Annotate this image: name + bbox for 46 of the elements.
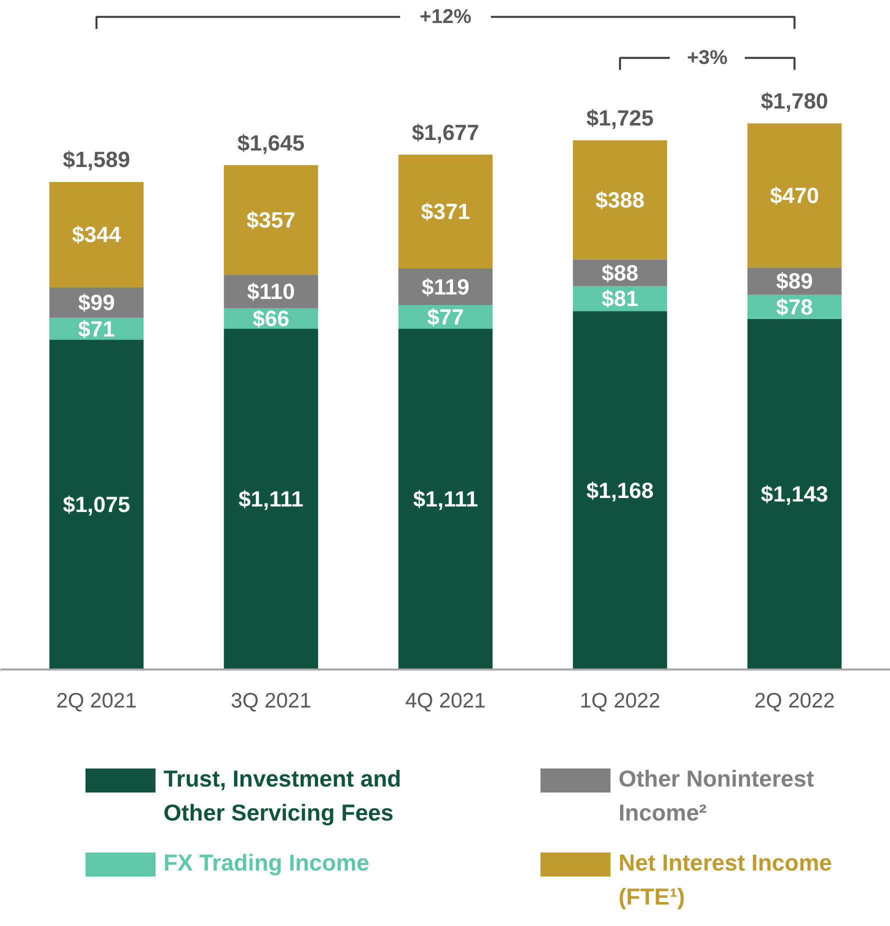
x-tick-label: 3Q 2021 (230, 690, 312, 712)
bar (49, 182, 144, 288)
x-tick-label: 2Q 2022 (754, 690, 835, 712)
text: +3% (686, 46, 728, 69)
legend-label: FX Trading Income (164, 850, 370, 876)
total-label: $1,645 (237, 130, 305, 156)
data-label: $1,111 (238, 486, 304, 512)
bar (747, 318, 842, 670)
bar (572, 140, 668, 260)
data-label: $89 (776, 268, 813, 294)
data-label: $99 (78, 290, 115, 316)
data-label: $1,168 (586, 478, 654, 503)
data-label: $88 (602, 260, 638, 286)
data-label: $371 (421, 199, 470, 224)
legend-label: Other Noninterest Income² (618, 766, 814, 826)
data-label: $388 (596, 187, 644, 212)
bar (224, 328, 318, 670)
bar (398, 154, 493, 268)
total-label: $1,780 (760, 88, 828, 114)
legend-label: Trust, Investment and Other Servicing Fees (164, 766, 402, 826)
data-label: $119 (422, 274, 470, 300)
x-tick-label: 4Q 2021 (405, 690, 486, 712)
data-label: $110 (247, 279, 295, 304)
bar (572, 311, 668, 670)
data-label: $1,111 (413, 486, 478, 512)
bar (747, 123, 842, 268)
bar (224, 165, 318, 275)
total-label: $1,677 (412, 120, 480, 145)
data-label: $77 (427, 304, 464, 330)
data-label: $78 (776, 294, 813, 320)
bar (49, 340, 144, 670)
data-label: $470 (770, 182, 819, 208)
x-tick-label: 1Q 2022 (580, 690, 660, 712)
data-label: $357 (246, 207, 296, 232)
data-label: $81 (602, 286, 638, 312)
legend-label: Net Interest Income (FTE¹) (618, 850, 832, 910)
data-label: $1,075 (62, 492, 130, 518)
data-label: $1,143 (760, 482, 828, 507)
total-label: $1,725 (586, 105, 654, 130)
data-label: $71 (78, 316, 115, 342)
data-label: $66 (252, 306, 290, 332)
total-label: $1,589 (62, 147, 130, 172)
text: +12% (420, 6, 472, 28)
bar (398, 328, 493, 670)
x-tick-label: 2Q 2021 (56, 690, 137, 712)
data-label: $344 (72, 222, 122, 248)
